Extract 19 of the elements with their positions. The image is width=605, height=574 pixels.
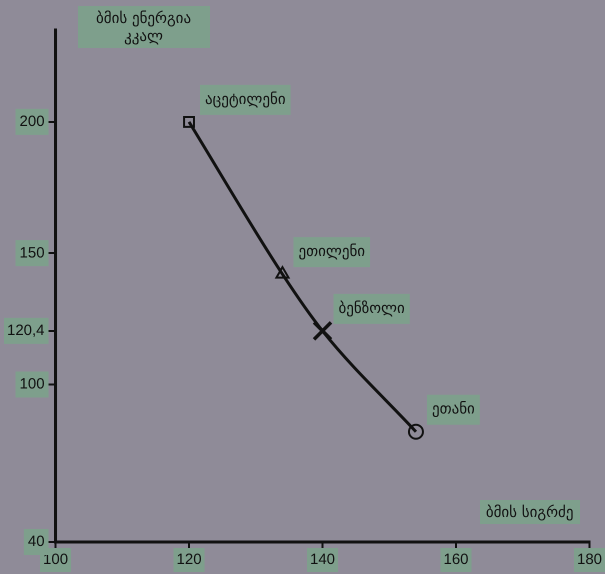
x-axis-title: ბმის სიგრძე	[480, 500, 580, 524]
y-tick-label: 150	[20, 244, 45, 262]
series-label: აცეტილენი	[205, 90, 286, 108]
point	[312, 320, 333, 342]
series-label: ეთანი	[432, 400, 476, 418]
series-label: ბენზოლი	[338, 298, 405, 317]
x-tick-label: 180	[576, 551, 602, 568]
x-tick-label: 160	[443, 551, 469, 568]
y-tick-label: 120,4	[6, 322, 45, 340]
y-tick-label: 100	[20, 376, 45, 393]
series-label: ეთილენი	[298, 242, 366, 260]
y-tick-label: 200	[20, 113, 45, 130]
y-tick-label: 40	[28, 533, 45, 550]
point	[183, 116, 195, 128]
point	[408, 424, 424, 440]
x-tick-label: 120	[176, 551, 202, 568]
x-tick-label: 140	[310, 551, 336, 568]
x-tick-label: 100	[43, 551, 68, 568]
y-axis-title: ბმის ენერგია კკალ	[78, 6, 210, 48]
